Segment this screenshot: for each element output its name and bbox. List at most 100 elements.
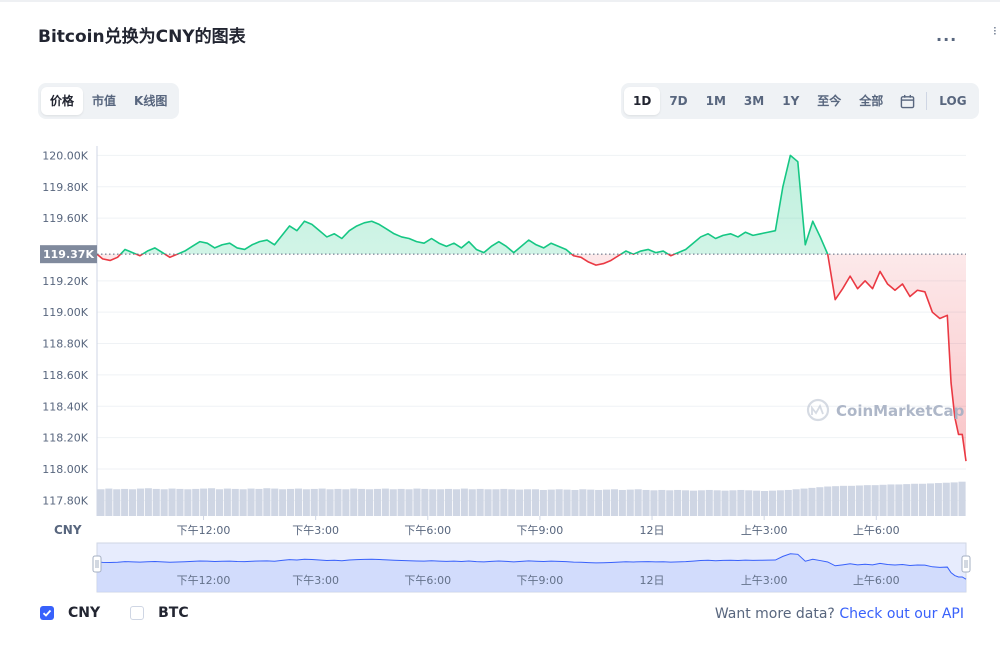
volume-bar (855, 485, 863, 516)
price-line-down (97, 254, 967, 462)
volume-bar (926, 483, 934, 516)
volume-bar (595, 489, 603, 516)
volume-bar (618, 489, 626, 516)
x-tick-label: 下午3:00 (292, 524, 339, 537)
volume-bar (492, 489, 500, 516)
volume-bar (705, 489, 713, 516)
volume-bar (587, 489, 595, 516)
x-tick-label: 下午6:00 (404, 524, 451, 537)
volume-bar (958, 481, 966, 516)
range-1d[interactable]: 1D (624, 87, 661, 115)
volume-bar (516, 489, 524, 516)
volume-bar (697, 490, 705, 516)
api-link[interactable]: Check out our API (839, 606, 964, 622)
y-tick-label: 118.40K (42, 400, 88, 413)
checkbox-checked-icon[interactable] (40, 606, 54, 620)
reference-line: 119.37K (40, 245, 966, 264)
volume-bar (895, 484, 903, 516)
y-tick-label: 118.80K (42, 338, 88, 351)
legend-item-cny[interactable]: CNY (40, 605, 100, 621)
volume-bar (610, 489, 618, 516)
x-tick-label: 12日 (640, 524, 665, 537)
volume-bar (121, 488, 129, 516)
volume-bar (160, 489, 168, 516)
volume-bar (255, 488, 263, 516)
calendar-button[interactable] (892, 87, 923, 115)
volume-bar (342, 489, 350, 516)
chart-title: Bitcoin兑换为CNY的图表 (38, 27, 246, 47)
y-tick-label: 119.60K (42, 212, 88, 225)
range-all[interactable]: 全部 (859, 94, 884, 108)
volume-bar (302, 489, 310, 516)
range-1y[interactable]: 1Y (782, 94, 800, 108)
volume-bar (840, 485, 848, 516)
volume-bar (531, 489, 539, 516)
tab-price[interactable]: 价格 (41, 87, 84, 115)
range-navigator[interactable]: 下午12:00 下午3:00 下午6:00 下午9:00 12日 上午3:00 上午6:00 (92, 542, 971, 593)
volume-bar (768, 490, 776, 516)
volume-bar (761, 490, 769, 516)
log-scale-button[interactable]: LOG (939, 94, 967, 108)
navigator-line (96, 553, 967, 580)
navigator-tick-label: 上午6:00 (853, 574, 900, 587)
navigator-tick-label: 下午3:00 (292, 574, 339, 587)
volume-bar (452, 489, 460, 516)
y-tick-label: 119.00K (42, 306, 88, 319)
volume-bar (129, 489, 137, 516)
volume-bar (563, 489, 571, 516)
calendar-icon (901, 94, 915, 108)
volume-bar (437, 489, 445, 516)
y-tick-label: 117.80K (42, 494, 88, 507)
volume-bar (136, 488, 144, 516)
volume-bar (800, 488, 808, 516)
volume-bar (231, 488, 239, 516)
legend-item-btc[interactable]: BTC (130, 605, 189, 621)
volume-bar (239, 489, 247, 516)
volume-bar (832, 486, 840, 516)
volume-bar (389, 489, 397, 516)
volume-bar (500, 488, 508, 516)
volume-bar (713, 490, 721, 516)
grid-lines (96, 146, 966, 516)
volume-bar (919, 483, 927, 516)
checkbox-unchecked-icon[interactable] (130, 606, 145, 620)
navigator-tick-label: 上午3:00 (741, 574, 788, 587)
reference-value-tag (40, 245, 97, 264)
navigator-tick-label: 下午9:00 (517, 574, 564, 587)
volume-bar (405, 489, 413, 516)
volume-bar (358, 488, 366, 516)
volume-bar (792, 489, 800, 516)
volume-bar (208, 488, 216, 516)
top-divider (0, 0, 1000, 2)
range-7d[interactable]: 7D (669, 94, 688, 108)
tab-candlestick[interactable]: K线图 (134, 94, 168, 108)
range-1m[interactable]: 1M (705, 94, 726, 108)
volume-bar (287, 488, 295, 516)
volume-bar (350, 488, 358, 516)
volume-bar (579, 489, 587, 516)
volume-bar (263, 488, 271, 516)
navigator-left-handle-icon[interactable] (92, 555, 102, 573)
volume-bar (816, 487, 824, 516)
price-chart: 120.00K 119.80K 119.60K 119.20K 119.00K 118.8… (40, 146, 971, 593)
price-area-fill (97, 155, 966, 462)
price-line (97, 154, 967, 462)
volume-bar (247, 488, 255, 516)
volume-bar (903, 484, 911, 516)
x-tick-label: 上午3:00 (741, 524, 788, 537)
range-ytd[interactable]: 至今 (817, 94, 842, 108)
volume-bar (847, 485, 855, 516)
legend-label-cny: CNY (68, 605, 101, 621)
more-options-icon[interactable]: ... (936, 26, 958, 45)
series-legend: CNY BTC (40, 605, 219, 621)
volume-bar (168, 488, 176, 516)
navigator-right-handle-icon[interactable] (961, 555, 971, 573)
reference-value-label: 119.37K (43, 248, 94, 261)
volume-bar (105, 488, 113, 516)
volume-bar (737, 489, 745, 516)
volume-bar (547, 489, 555, 516)
legend-label-btc: BTC (158, 605, 189, 621)
tab-market-cap[interactable]: 市值 (92, 94, 117, 108)
range-3m[interactable]: 3M (743, 94, 765, 108)
volume-bar (571, 489, 579, 516)
